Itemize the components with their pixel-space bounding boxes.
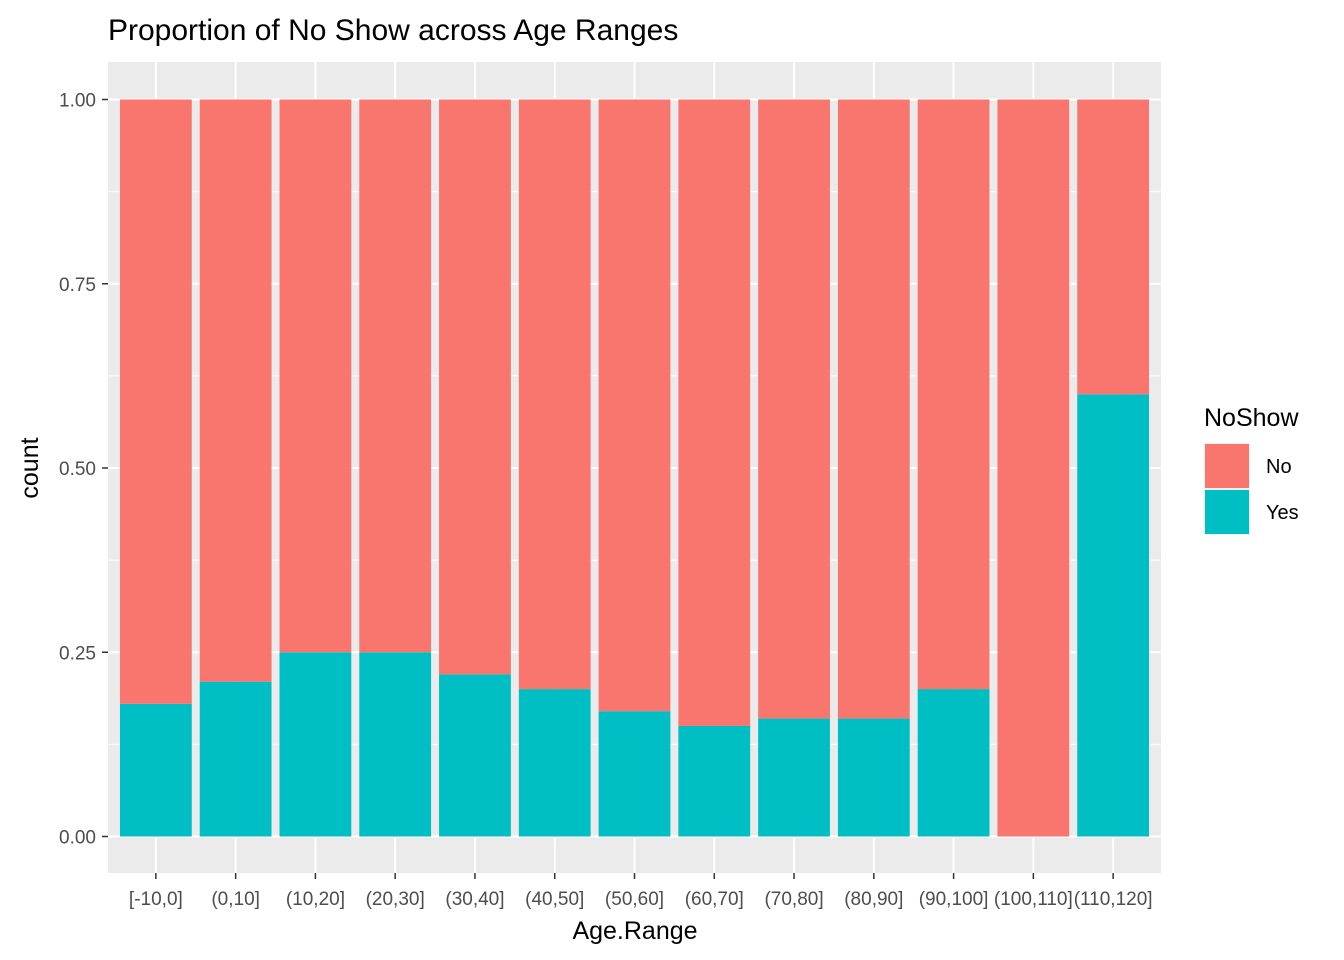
x-tick-label: (100,110] xyxy=(994,889,1073,910)
legend: NoShow No Yes xyxy=(1204,404,1299,535)
bar-no xyxy=(758,99,830,719)
y-tick-label: 0.00 xyxy=(59,828,96,849)
y-tick-label: 0.75 xyxy=(59,275,96,296)
x-tick-label: (20,30] xyxy=(366,889,425,910)
bar-yes xyxy=(359,652,432,837)
chart-title: Proportion of No Show across Age Ranges xyxy=(108,14,678,47)
bar-no xyxy=(199,99,272,682)
bar-no xyxy=(997,99,1070,837)
y-tick-label: 0.50 xyxy=(59,459,96,480)
bar-no xyxy=(1077,99,1150,395)
legend-key-yes xyxy=(1205,490,1249,534)
legend-label-no: No xyxy=(1266,456,1292,478)
bar-yes xyxy=(917,689,990,837)
bar-no xyxy=(518,99,591,690)
bar-yes xyxy=(119,703,192,837)
x-tick-label: (80,90] xyxy=(844,889,903,910)
x-axis-title: Age.Range xyxy=(572,917,697,945)
x-tick-label: (90,100] xyxy=(919,889,989,910)
x-tick-label: [-10,0] xyxy=(129,889,183,910)
bar-no xyxy=(119,99,192,704)
bar-yes xyxy=(199,681,272,837)
bar-no xyxy=(279,99,352,653)
x-tick-label: (40,50] xyxy=(525,889,584,910)
bar-yes xyxy=(518,689,591,837)
y-tick-label: 0.25 xyxy=(59,643,96,664)
bar-yes xyxy=(279,652,352,837)
bar-no xyxy=(598,99,671,712)
bar-no xyxy=(678,99,751,726)
x-tick-label: (50,60] xyxy=(605,889,664,910)
x-tick-label: (10,20] xyxy=(286,889,345,910)
y-tick-label: 1.00 xyxy=(59,91,96,112)
bar-yes xyxy=(758,718,830,837)
bar-no xyxy=(917,99,990,690)
bar-no xyxy=(837,99,910,719)
bar-no xyxy=(439,99,511,675)
bar-yes xyxy=(837,718,910,837)
x-tick-label: (70,80] xyxy=(764,889,823,910)
legend-key-no xyxy=(1205,444,1249,488)
legend-title: NoShow xyxy=(1204,404,1299,432)
bar-yes xyxy=(678,725,751,837)
x-tick-label: (30,40] xyxy=(445,889,504,910)
x-tick-label: (110,120] xyxy=(1074,889,1153,910)
y-axis-title: count xyxy=(16,437,44,498)
bar-yes xyxy=(439,674,511,837)
x-tick-label: (60,70] xyxy=(685,889,744,910)
plot-panel: 0.00 0.25 0.50 0.75 1.00 [-10,0] (0,10] (10,20]… xyxy=(59,62,1161,910)
legend-label-yes: Yes xyxy=(1266,502,1299,524)
bar-yes xyxy=(1077,394,1150,837)
bar-no xyxy=(359,99,432,653)
bar-yes xyxy=(598,711,671,837)
x-tick-label: (0,10] xyxy=(211,889,260,910)
